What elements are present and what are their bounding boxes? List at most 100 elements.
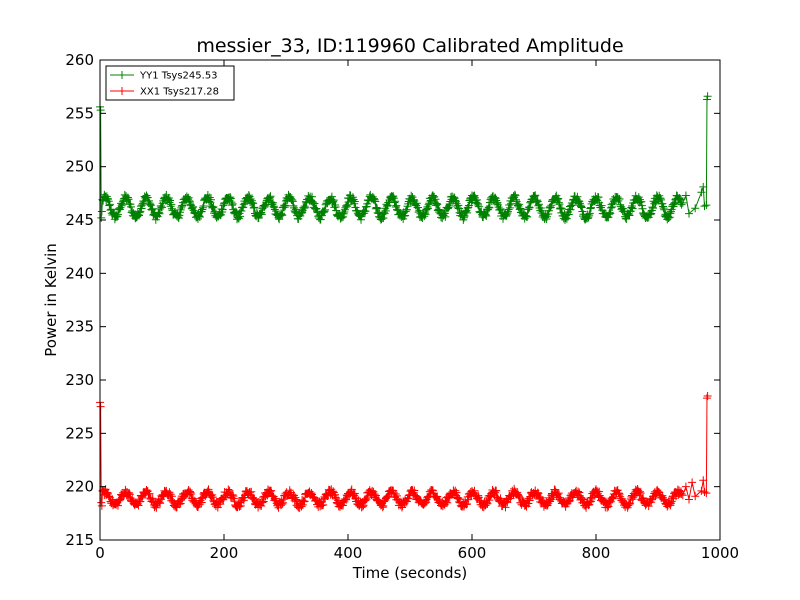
series-point <box>388 192 397 201</box>
series-point <box>278 211 287 220</box>
series-point <box>378 503 387 512</box>
series-point <box>136 497 145 506</box>
series-point <box>681 482 690 491</box>
series-point <box>145 489 154 498</box>
series-point <box>412 199 421 208</box>
x-tick-label: 400 <box>334 544 363 562</box>
series-point <box>379 501 388 510</box>
series-point <box>190 208 199 217</box>
series-point <box>176 205 185 214</box>
series-point <box>388 486 397 495</box>
series-point <box>615 194 624 203</box>
series-point <box>167 492 176 501</box>
series-point <box>585 498 594 507</box>
series-point <box>164 195 173 204</box>
series-point <box>218 205 227 214</box>
series-point <box>146 201 155 210</box>
series-point <box>291 205 300 214</box>
series-point <box>577 203 586 212</box>
series-point <box>431 195 440 204</box>
series-point <box>574 487 583 496</box>
series-point <box>103 488 112 497</box>
series-point <box>206 195 215 204</box>
series-point <box>637 201 646 210</box>
y-tick-label: 255 <box>65 104 94 122</box>
series-point <box>584 212 593 221</box>
series-point <box>216 211 225 220</box>
series-point <box>496 204 505 213</box>
series-point <box>670 199 679 208</box>
series-point <box>358 502 367 511</box>
series-point <box>394 206 403 215</box>
series-point <box>441 212 450 221</box>
series-point <box>402 205 411 214</box>
series-point <box>492 199 501 208</box>
series-point <box>554 198 563 207</box>
series-point <box>185 196 194 205</box>
series-point <box>469 192 478 201</box>
series-point <box>208 493 217 502</box>
series-point <box>300 202 309 211</box>
series-point <box>339 501 348 510</box>
series-point <box>310 199 319 208</box>
series-point <box>483 499 492 508</box>
series-point <box>357 215 366 224</box>
series-point <box>237 207 246 215</box>
series-point <box>525 496 534 505</box>
series-point <box>511 191 520 200</box>
series-point <box>649 204 658 213</box>
series-point <box>420 209 429 218</box>
series-point <box>401 211 410 220</box>
series-point <box>362 495 371 504</box>
series-point <box>329 197 338 206</box>
series-point <box>685 209 693 218</box>
series-point <box>370 195 379 204</box>
series-point <box>268 198 277 207</box>
series-point <box>319 500 328 509</box>
series-point <box>115 205 124 214</box>
series-point <box>557 204 566 213</box>
series-point <box>349 195 358 204</box>
series-point <box>260 201 269 210</box>
series-point <box>265 193 274 202</box>
series-point <box>533 488 542 497</box>
series-point <box>561 215 569 224</box>
series-point <box>551 485 560 494</box>
series-point <box>392 491 401 500</box>
series-yy1 <box>96 92 712 224</box>
legend-label: YY1 Tsys245.53 <box>139 71 218 82</box>
series-point <box>146 200 155 209</box>
series-point <box>135 208 144 217</box>
series-point <box>608 494 617 503</box>
series-point <box>357 503 366 512</box>
series-point <box>308 192 317 201</box>
series-point <box>379 208 388 217</box>
series-point <box>702 394 711 403</box>
series-point <box>257 501 266 510</box>
series-point <box>534 200 543 209</box>
series-point <box>97 207 106 216</box>
series-point <box>530 191 539 200</box>
series-point <box>474 200 483 209</box>
series-point <box>593 196 602 205</box>
series-point <box>277 209 286 218</box>
series-point <box>197 207 206 216</box>
y-tick-label: 250 <box>65 158 94 176</box>
series-point <box>278 498 287 507</box>
series-point <box>421 210 430 219</box>
series-point <box>373 204 382 213</box>
series-point <box>329 196 338 205</box>
series-point <box>432 201 441 210</box>
series-point <box>414 203 423 212</box>
series-point <box>236 212 245 221</box>
series-point <box>614 489 623 498</box>
y-tick-label: 235 <box>65 318 94 336</box>
series-point <box>266 192 275 201</box>
series-point <box>660 205 669 214</box>
series-point <box>702 201 711 210</box>
series-point <box>576 201 585 210</box>
series-point <box>216 500 225 509</box>
series-point <box>138 201 147 209</box>
series-point <box>321 205 330 214</box>
